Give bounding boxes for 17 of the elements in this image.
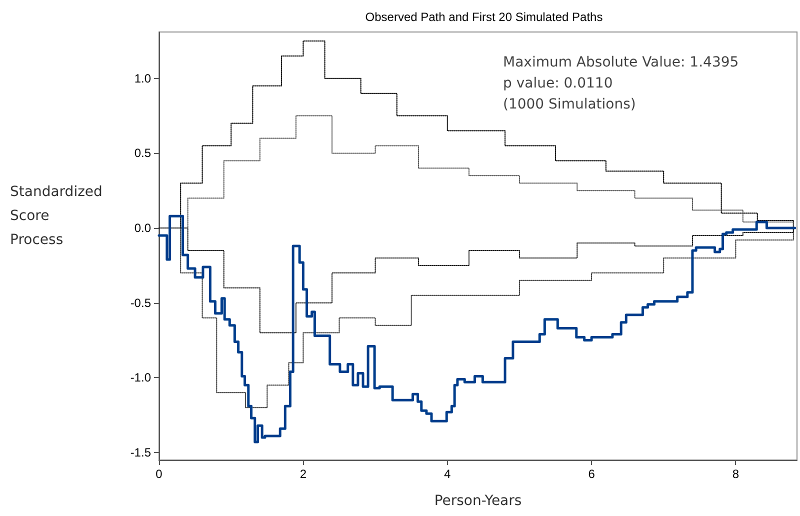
x-tick-label: 2 [300,467,307,481]
chart-title: Observed Path and First 20 Simulated Paths [365,10,603,24]
annotation: Maximum Absolute Value: 1.4395 [503,54,739,70]
x-tick-label: 4 [444,467,452,481]
y-tick-label: 1.0 [134,71,152,86]
x-tick-label: 0 [156,467,163,481]
y-tick-label: -0.5 [130,296,152,310]
y-tick-label: 0.5 [134,146,152,160]
y-tick-label: -1.0 [130,370,152,385]
x-tick-label: 6 [588,467,596,481]
y-axis-title: Standardized Score Process [10,184,102,248]
y-tick-label: -1.5 [130,446,152,460]
y-tick-label: 0.0 [134,221,152,236]
annotation: (1000 Simulations) [503,96,636,112]
x-axis-title: Person-Years [434,493,522,509]
annotation: p value: 0.0110 [503,76,613,92]
x-tick-label: 8 [732,467,740,481]
